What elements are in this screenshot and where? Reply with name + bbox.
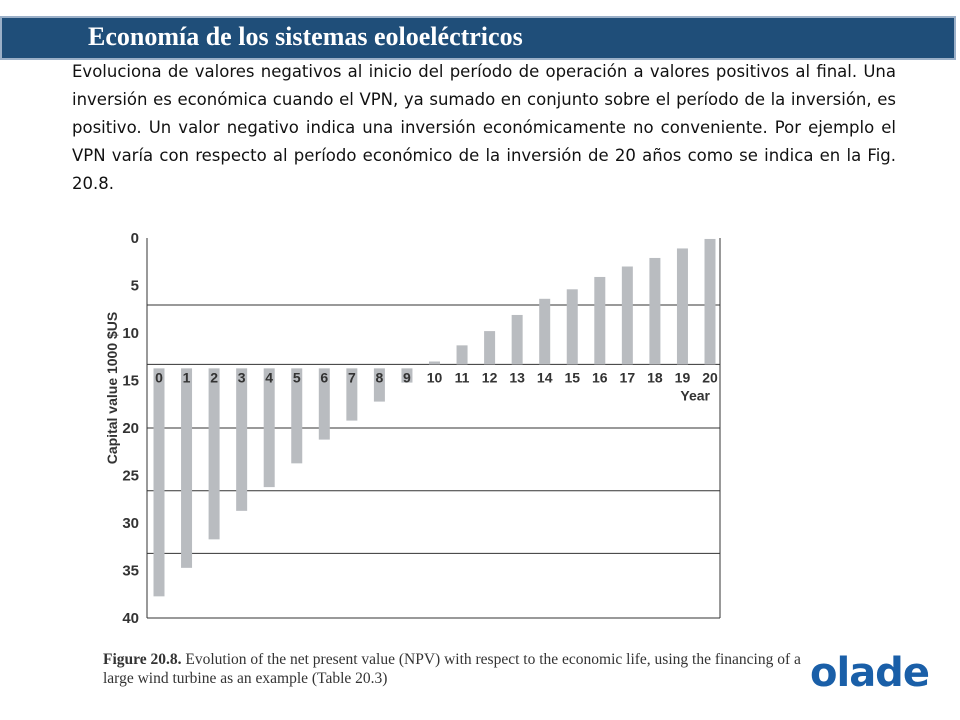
bar: [511, 314, 523, 365]
x-tick-label: 14: [537, 369, 553, 385]
bar: [594, 276, 606, 365]
x-tick-label: 11: [455, 369, 470, 385]
bar: [346, 368, 358, 421]
bar: [401, 368, 413, 383]
y-axis-label: Capital value 1000 $US: [104, 312, 120, 465]
x-tick-label: 7: [348, 369, 356, 385]
bar: [208, 368, 220, 540]
figure-caption: Figure 20.8. Evolution of the net presen…: [103, 650, 803, 688]
caption-text: Evolution of the net present value (NPV)…: [103, 651, 801, 687]
bar: [373, 368, 385, 402]
x-axis-label: Year: [680, 387, 710, 403]
bar: [318, 368, 330, 440]
header-bar: [0, 16, 956, 60]
y-tick-label: 20: [122, 420, 139, 437]
y-tick-label: 25: [122, 468, 139, 485]
y-tick-label: 30: [122, 515, 139, 532]
x-tick-label: 0: [155, 369, 163, 385]
y-tick-label: 35: [122, 563, 139, 580]
bar: [181, 368, 193, 568]
x-tick-label: 16: [592, 369, 608, 385]
x-tick-label: 4: [265, 369, 273, 385]
bar: [676, 248, 688, 365]
x-tick-label: 12: [482, 369, 498, 385]
y-tick-label: 10: [122, 325, 139, 342]
x-tick-label: 9: [403, 369, 411, 385]
bar: [566, 289, 578, 365]
bar: [236, 368, 248, 511]
bar: [704, 238, 716, 365]
y-tick-label: 40: [122, 610, 139, 627]
bar: [291, 368, 303, 464]
x-tick-label: 15: [564, 369, 580, 385]
bar: [456, 345, 468, 365]
bar: [621, 266, 633, 365]
x-tick-label: 10: [427, 369, 443, 385]
x-tick-label: 13: [509, 369, 525, 385]
x-tick-label: 17: [620, 369, 636, 385]
y-tick-label: 15: [122, 373, 139, 390]
x-tick-label: 19: [675, 369, 691, 385]
x-tick-label: 3: [238, 369, 246, 385]
x-tick-label: 20: [702, 369, 718, 385]
bar: [263, 368, 275, 488]
bar: [649, 257, 661, 365]
x-tick-label: 5: [293, 369, 301, 385]
bar: [153, 368, 165, 597]
x-tick-label: 6: [320, 369, 328, 385]
bar: [484, 331, 496, 365]
bar: [539, 298, 551, 365]
olade-logo: olade: [810, 650, 930, 696]
body-paragraph: Evoluciona de valores negativos al inici…: [72, 62, 896, 193]
y-tick-label: 5: [131, 278, 139, 295]
y-tick-label: 0: [131, 230, 139, 247]
bar: [429, 361, 440, 365]
x-tick-label: 18: [647, 369, 663, 385]
x-tick-label: 8: [376, 369, 384, 385]
caption-label: Figure 20.8.: [103, 651, 182, 668]
x-tick-label: 2: [210, 369, 218, 385]
slide-title: Economía de los sistemas eoloeléctricos: [88, 22, 523, 51]
x-tick-label: 1: [183, 369, 191, 385]
